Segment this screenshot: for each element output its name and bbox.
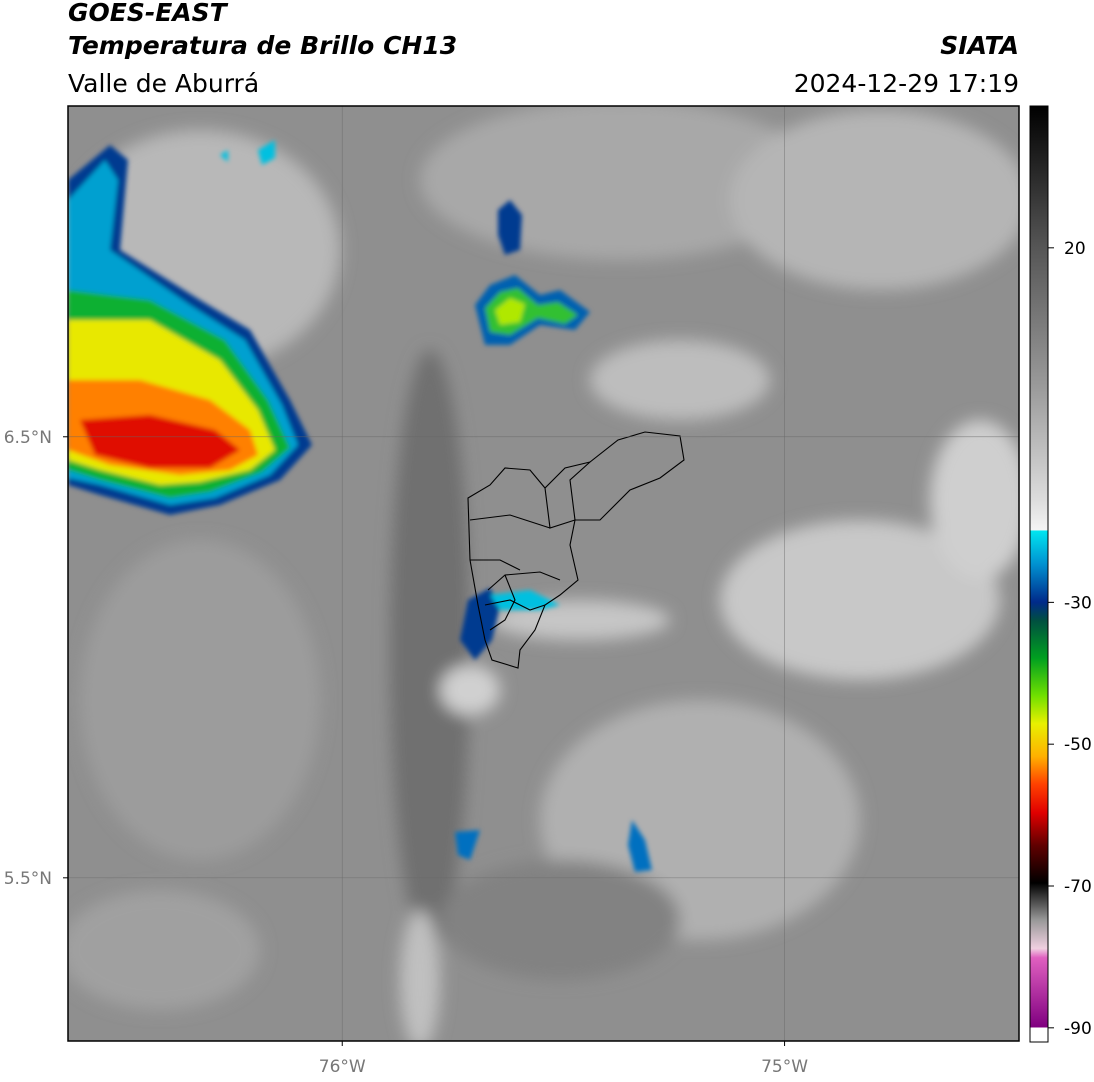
map-frame <box>67 105 1020 1042</box>
datetime: 2024-12-29 17:19 <box>794 69 1019 98</box>
x-tick-label: 76°W <box>319 1057 366 1077</box>
boundaries <box>467 431 685 669</box>
colorbar-tick-label: 20 <box>1064 239 1086 259</box>
colorbar-tick-label: -30 <box>1064 593 1092 613</box>
colorbar-tick-label: -70 <box>1064 877 1092 897</box>
colorbar-tick-label: -90 <box>1064 1019 1092 1039</box>
x-tick-label: 75°W <box>761 1057 808 1077</box>
colorbar <box>1029 105 1049 1043</box>
region: Valle de Aburrá <box>68 69 259 98</box>
subtitle: Temperatura de Brillo CH13 <box>68 31 457 60</box>
source: SIATA <box>940 31 1019 60</box>
title: GOES-EAST <box>68 0 229 27</box>
colorbar-tick-label: -50 <box>1064 735 1092 755</box>
satellite-image <box>68 106 1019 1041</box>
y-tick-label: 6.5°N <box>4 428 52 448</box>
y-tick-label: 5.5°N <box>4 869 52 889</box>
